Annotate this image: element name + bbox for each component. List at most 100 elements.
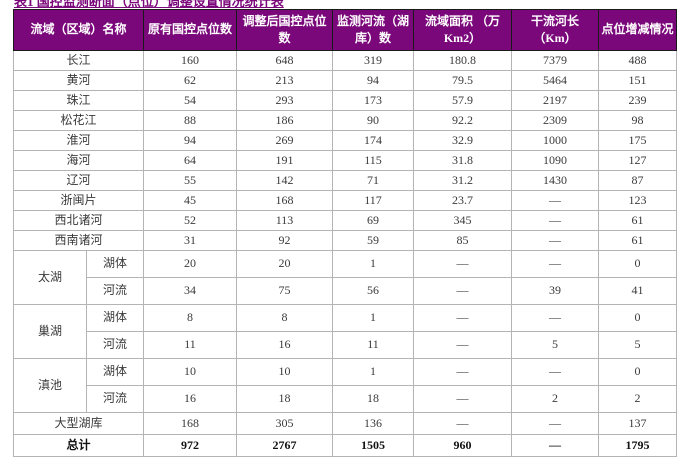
value-cell: 2 (511, 385, 600, 413)
table-header: 流域（区域）名称 原有国控点位数 调整后国控点位数 监测河流（湖库）数 流域面积 （万K… (12, 9, 677, 51)
value-cell: 213 (236, 70, 334, 91)
table-row: 海河 64 191 115 31.8 1090 127 (12, 150, 677, 171)
value-cell: — (511, 412, 600, 435)
value-cell: 173 (332, 90, 415, 111)
value-cell: 239 (598, 90, 677, 111)
value-cell: — (413, 304, 513, 332)
value-cell: 2309 (511, 110, 600, 131)
value-cell: 16 (236, 331, 334, 359)
value-cell: 75 (236, 277, 334, 305)
table-body: 长江 160 648 319 180.8 7379 488 黄河 62 213 94 79.5 5464… (12, 50, 677, 457)
value-cell: 69 (332, 210, 415, 231)
value-cell: 85 (413, 230, 513, 251)
value-cell: 59 (332, 230, 415, 251)
value-cell: — (413, 331, 513, 359)
lake-part-cell: 湖体 (85, 304, 145, 332)
table-row: 浙闽片 45 168 117 23.7—123 (12, 190, 677, 211)
value-cell: 71 (332, 170, 415, 191)
table-row: 西北诸河 52 113 69 345—61 (12, 210, 677, 231)
value-cell: 61 (598, 230, 677, 251)
value-cell: 168 (236, 190, 334, 211)
value-cell: 79.5 (413, 70, 513, 91)
value-cell: 18 (236, 385, 334, 413)
value-cell: 117 (332, 190, 415, 211)
clipped-page-title: 表1 国控监测断面（点位）调整设置情况统计表 (14, 0, 677, 9)
value-cell: 20 (143, 250, 238, 278)
value-cell: 8 (236, 304, 334, 332)
value-cell: 20 (236, 250, 334, 278)
table-row: 松花江 88 186 90 92.2 2309 98 (12, 110, 677, 131)
value-cell: — (511, 304, 600, 332)
value-cell: 123 (598, 190, 677, 211)
value-cell: 18 (332, 385, 415, 413)
value-cell: 960 (413, 434, 513, 457)
value-cell: 5 (598, 331, 677, 359)
column-header: 调整后国控点位数 (236, 9, 334, 51)
value-cell: 10 (236, 358, 334, 386)
value-cell: 191 (236, 150, 334, 171)
value-cell: — (511, 434, 600, 457)
basin-name-cell: 珠江 (12, 90, 145, 111)
value-cell: 10 (143, 358, 238, 386)
value-cell: 305 (236, 412, 334, 435)
value-cell: 1 (332, 304, 415, 332)
table-row: 珠江 54 293 173 57.9 2197 239 (12, 90, 677, 111)
value-cell: 62 (143, 70, 238, 91)
basin-name-cell: 浙闽片 (12, 190, 145, 211)
value-cell: 0 (598, 304, 677, 332)
value-cell: 488 (598, 50, 677, 71)
value-cell: 87 (598, 170, 677, 191)
basin-name-cell: 西北诸河 (12, 210, 145, 231)
value-cell: 142 (236, 170, 334, 191)
value-cell: 319 (332, 50, 415, 71)
lake-part-cell: 河流 (85, 331, 145, 359)
value-cell: 0 (598, 250, 677, 278)
lake-group-cell: 巢湖 (13, 304, 87, 359)
value-cell: 1795 (598, 434, 677, 457)
column-header: 监测河流（湖库）数 (332, 9, 415, 51)
value-cell: 92.2 (413, 110, 513, 131)
basin-name-cell: 淮河 (12, 130, 145, 151)
value-cell: 186 (236, 110, 334, 131)
value-cell: — (413, 412, 513, 435)
table-row: 河流 34 75 56—39 41 (14, 277, 677, 305)
value-cell: 5464 (511, 70, 600, 91)
value-cell: 64 (143, 150, 238, 171)
basin-name-cell: 黄河 (12, 70, 145, 91)
value-cell: — (413, 250, 513, 278)
value-cell: 34 (143, 277, 238, 305)
value-cell: 92 (236, 230, 334, 251)
value-cell: 2767 (236, 434, 334, 457)
column-header: 点位增减情况 (598, 9, 677, 51)
value-cell: — (511, 250, 600, 278)
value-cell: 1505 (332, 434, 415, 457)
value-cell: 54 (143, 90, 238, 111)
column-header: 流域面积 （万Km2） (413, 9, 513, 51)
basin-name-cell: 辽河 (12, 170, 145, 191)
table-row: 太湖 湖体 20 20 1— —0 (13, 250, 677, 305)
value-cell: 7379 (511, 50, 600, 71)
lake-group-cell: 滇池 (13, 358, 87, 413)
lake-group-cell: 太湖 (13, 250, 87, 305)
value-cell: 11 (332, 331, 415, 359)
lake-part-cell: 湖体 (85, 358, 145, 386)
value-cell: 31.8 (413, 150, 513, 171)
monitoring-points-table: 流域（区域）名称 原有国控点位数 调整后国控点位数 监测河流（湖库）数 流域面积 （万K… (12, 9, 677, 457)
value-cell: 98 (598, 110, 677, 131)
value-cell: 94 (143, 130, 238, 151)
value-cell: — (413, 358, 513, 386)
basin-name-cell: 长江 (12, 50, 145, 71)
table-row: 辽河 55 142 71 31.2 1430 87 (12, 170, 677, 191)
value-cell: 269 (236, 130, 334, 151)
value-cell: 1000 (511, 130, 600, 151)
value-cell: 39 (511, 277, 600, 305)
value-cell: 180.8 (413, 50, 513, 71)
column-header: 原有国控点位数 (143, 9, 238, 51)
header-row: 流域（区域）名称 原有国控点位数 调整后国控点位数 监测河流（湖库）数 流域面积 （万K… (12, 9, 677, 51)
value-cell: 45 (143, 190, 238, 211)
value-cell: 2 (598, 385, 677, 413)
table-row: 河流 11 16 11—5 5 (14, 331, 677, 359)
value-cell: 90 (332, 110, 415, 131)
value-cell: 0 (598, 358, 677, 386)
value-cell: 94 (332, 70, 415, 91)
